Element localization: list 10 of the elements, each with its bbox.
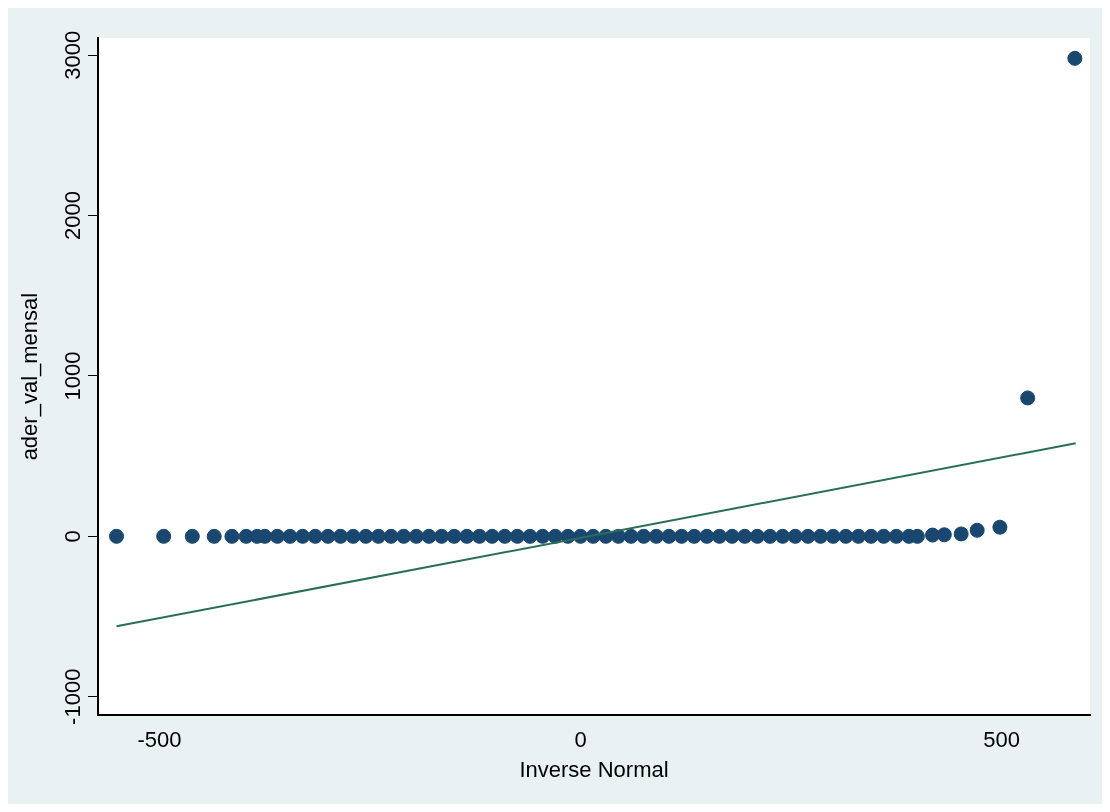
y-axis-title: ader_val_mensal [17,292,43,461]
x-axis-title: Inverse Normal [519,756,669,782]
x-tick-label: 0 [574,727,587,753]
x-tick-label: 500 [983,727,1020,753]
y-tick-label: -1000 [60,668,86,725]
y-tick-label: 2000 [60,191,86,241]
y-tick-label: 0 [60,530,86,543]
x-tick-label: -500 [137,727,182,753]
y-tick-label: 1000 [60,351,86,401]
y-tick-label: 3000 [60,30,86,80]
